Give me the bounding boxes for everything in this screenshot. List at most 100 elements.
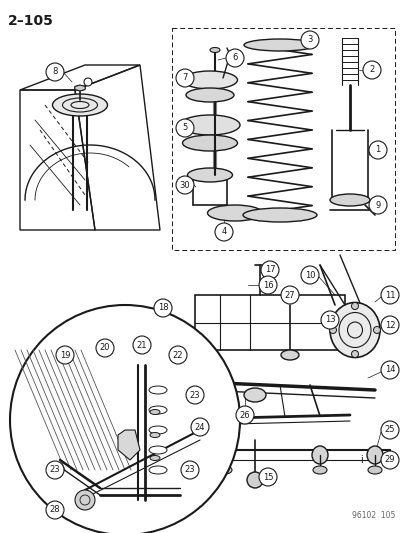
Circle shape xyxy=(46,63,64,81)
Ellipse shape xyxy=(312,466,326,474)
Text: 30: 30 xyxy=(179,181,190,190)
Ellipse shape xyxy=(150,432,159,438)
Ellipse shape xyxy=(149,386,166,394)
Text: 29: 29 xyxy=(384,456,394,464)
Text: 11: 11 xyxy=(384,290,394,300)
Ellipse shape xyxy=(243,39,315,51)
Text: 21: 21 xyxy=(136,341,147,350)
Circle shape xyxy=(380,451,398,469)
Circle shape xyxy=(329,327,336,334)
Ellipse shape xyxy=(218,466,231,474)
Ellipse shape xyxy=(149,466,166,474)
Ellipse shape xyxy=(216,446,233,464)
Circle shape xyxy=(362,61,380,79)
Text: 16: 16 xyxy=(262,280,273,289)
Circle shape xyxy=(260,261,278,279)
Text: 25: 25 xyxy=(384,425,394,434)
Ellipse shape xyxy=(150,409,159,415)
Circle shape xyxy=(320,311,338,329)
Text: 26: 26 xyxy=(239,410,250,419)
Ellipse shape xyxy=(366,446,382,464)
Circle shape xyxy=(96,339,114,357)
Ellipse shape xyxy=(367,466,381,474)
Text: 15: 15 xyxy=(262,472,273,481)
Text: 23: 23 xyxy=(50,465,60,474)
Circle shape xyxy=(351,303,358,310)
Text: 5: 5 xyxy=(182,124,187,133)
Circle shape xyxy=(280,286,298,304)
Circle shape xyxy=(75,490,95,510)
Text: 18: 18 xyxy=(157,303,168,312)
Circle shape xyxy=(180,461,199,479)
Circle shape xyxy=(368,196,386,214)
Text: 96102  105: 96102 105 xyxy=(351,511,394,520)
Circle shape xyxy=(169,346,187,364)
Circle shape xyxy=(380,421,398,439)
Text: 28: 28 xyxy=(50,505,60,514)
Circle shape xyxy=(56,346,74,364)
Ellipse shape xyxy=(311,446,327,464)
Text: 24: 24 xyxy=(194,423,205,432)
Text: 12: 12 xyxy=(384,320,394,329)
Circle shape xyxy=(10,305,240,533)
Circle shape xyxy=(380,286,398,304)
Polygon shape xyxy=(118,430,140,460)
Text: 4: 4 xyxy=(221,228,226,237)
Ellipse shape xyxy=(180,115,240,135)
Ellipse shape xyxy=(207,205,262,221)
Ellipse shape xyxy=(150,456,159,461)
Text: 2: 2 xyxy=(368,66,374,75)
Ellipse shape xyxy=(149,426,166,434)
Text: 23: 23 xyxy=(184,465,195,474)
Text: i: i xyxy=(360,455,363,465)
Ellipse shape xyxy=(149,446,166,454)
Polygon shape xyxy=(75,85,85,91)
Text: 3: 3 xyxy=(306,36,312,44)
Text: 23: 23 xyxy=(189,391,200,400)
Circle shape xyxy=(84,78,92,86)
Circle shape xyxy=(46,501,64,519)
Circle shape xyxy=(380,316,398,334)
Circle shape xyxy=(214,223,233,241)
Circle shape xyxy=(368,141,386,159)
Text: 27: 27 xyxy=(284,290,294,300)
Ellipse shape xyxy=(182,71,237,89)
Circle shape xyxy=(300,31,318,49)
Ellipse shape xyxy=(209,47,219,52)
Circle shape xyxy=(133,336,151,354)
Ellipse shape xyxy=(243,388,266,402)
Ellipse shape xyxy=(187,168,232,182)
Circle shape xyxy=(259,276,276,294)
Text: 1: 1 xyxy=(375,146,380,155)
Text: 14: 14 xyxy=(384,366,394,375)
Text: 2–105: 2–105 xyxy=(8,14,54,28)
Text: 20: 20 xyxy=(100,343,110,352)
Ellipse shape xyxy=(242,208,316,222)
Text: 9: 9 xyxy=(375,200,380,209)
Text: 10: 10 xyxy=(304,271,314,279)
Ellipse shape xyxy=(280,350,298,360)
Text: 13: 13 xyxy=(324,316,335,325)
Ellipse shape xyxy=(185,88,233,102)
Text: 8: 8 xyxy=(52,68,57,77)
Circle shape xyxy=(259,468,276,486)
Ellipse shape xyxy=(329,194,369,206)
Circle shape xyxy=(380,361,398,379)
Text: 17: 17 xyxy=(264,265,275,274)
Circle shape xyxy=(373,327,380,334)
Text: 19: 19 xyxy=(59,351,70,359)
Circle shape xyxy=(176,69,194,87)
Circle shape xyxy=(154,299,171,317)
Circle shape xyxy=(176,176,194,194)
Text: 7: 7 xyxy=(182,74,187,83)
Ellipse shape xyxy=(149,406,166,414)
Circle shape xyxy=(300,266,318,284)
Circle shape xyxy=(190,418,209,436)
Circle shape xyxy=(235,406,254,424)
Text: 6: 6 xyxy=(232,53,237,62)
Circle shape xyxy=(176,119,194,137)
Circle shape xyxy=(247,472,262,488)
Ellipse shape xyxy=(52,94,107,116)
Circle shape xyxy=(351,351,358,358)
Circle shape xyxy=(225,49,243,67)
